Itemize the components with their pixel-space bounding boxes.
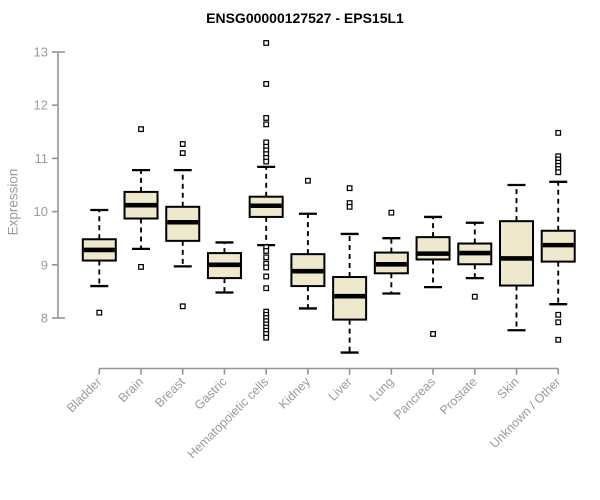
x-tick-label: Pancreas — [391, 375, 438, 422]
outlier-point — [346, 185, 353, 192]
boxplot-kidney — [290, 177, 326, 310]
outlier-point — [304, 177, 311, 184]
outlier-point — [263, 115, 270, 121]
outlier-point — [138, 126, 144, 133]
x-tick-label: Bladder — [64, 375, 104, 415]
box-pancreas — [415, 236, 451, 261]
boxplot-hematopoietic-cells — [248, 40, 284, 341]
outlier-point — [263, 285, 270, 292]
outlier-point — [96, 309, 103, 316]
outlier-point — [138, 264, 144, 270]
x-tick-label: Liver — [326, 375, 355, 404]
chart-title: ENSG00000127527 - EPS15L1 — [206, 10, 404, 26]
outlier-point — [263, 40, 270, 46]
y-tick-label: 11 — [35, 151, 49, 166]
outlier-point — [263, 248, 270, 254]
outlier-point — [263, 80, 270, 87]
x-tick-label: Skin — [495, 375, 522, 402]
y-tick-label: 8 — [41, 311, 48, 326]
y-tick-label: 13 — [34, 45, 48, 60]
outlier-point — [346, 203, 353, 210]
outlier-point — [263, 264, 270, 271]
x-tick-label: Hematopoietic cells — [185, 375, 272, 462]
x-tick-label: Brain — [116, 375, 147, 406]
outlier-point — [179, 150, 186, 157]
outlier-point — [179, 303, 186, 310]
outlier-point — [471, 293, 478, 300]
outlier-point — [263, 273, 270, 280]
outlier-point — [555, 129, 562, 136]
x-tick-label: Lung — [367, 375, 397, 405]
boxplot-liver — [332, 185, 368, 354]
x-tick-label: Breast — [152, 374, 188, 410]
boxplot-bladder — [81, 208, 117, 316]
boxplot-gastric — [206, 241, 242, 294]
x-tick-label: Prostate — [437, 375, 480, 418]
boxplot-pancreas — [415, 215, 451, 337]
boxplot-skin — [499, 183, 534, 332]
boxplot-lung — [373, 209, 409, 295]
outlier-point — [263, 158, 270, 165]
y-axis: 8 9 10 11 12 13 — [34, 45, 65, 326]
outlier-point — [388, 209, 395, 216]
box-skin — [499, 220, 534, 287]
outlier-point — [263, 334, 270, 341]
outlier-point — [555, 336, 562, 343]
outlier-point — [263, 121, 270, 128]
boxplot-breast — [165, 141, 201, 310]
y-tick-label: 12 — [34, 98, 48, 113]
x-tick-label: Unknown / Other — [487, 375, 563, 451]
outlier-point — [430, 331, 436, 337]
boxplot-unknown-other — [540, 129, 576, 343]
outlier-point — [555, 169, 562, 176]
outlier-point — [555, 311, 562, 318]
boxplot-prostate — [457, 221, 493, 300]
boxplot-brain — [123, 126, 159, 270]
outlier-point — [179, 141, 186, 147]
x-tick-label: Gastric — [192, 375, 230, 413]
outlier-point — [555, 319, 562, 326]
x-tick-label: Kidney — [276, 374, 313, 411]
y-tick-label: 9 — [41, 257, 48, 272]
y-tick-label: 10 — [34, 204, 48, 219]
outlier-point — [263, 254, 270, 261]
